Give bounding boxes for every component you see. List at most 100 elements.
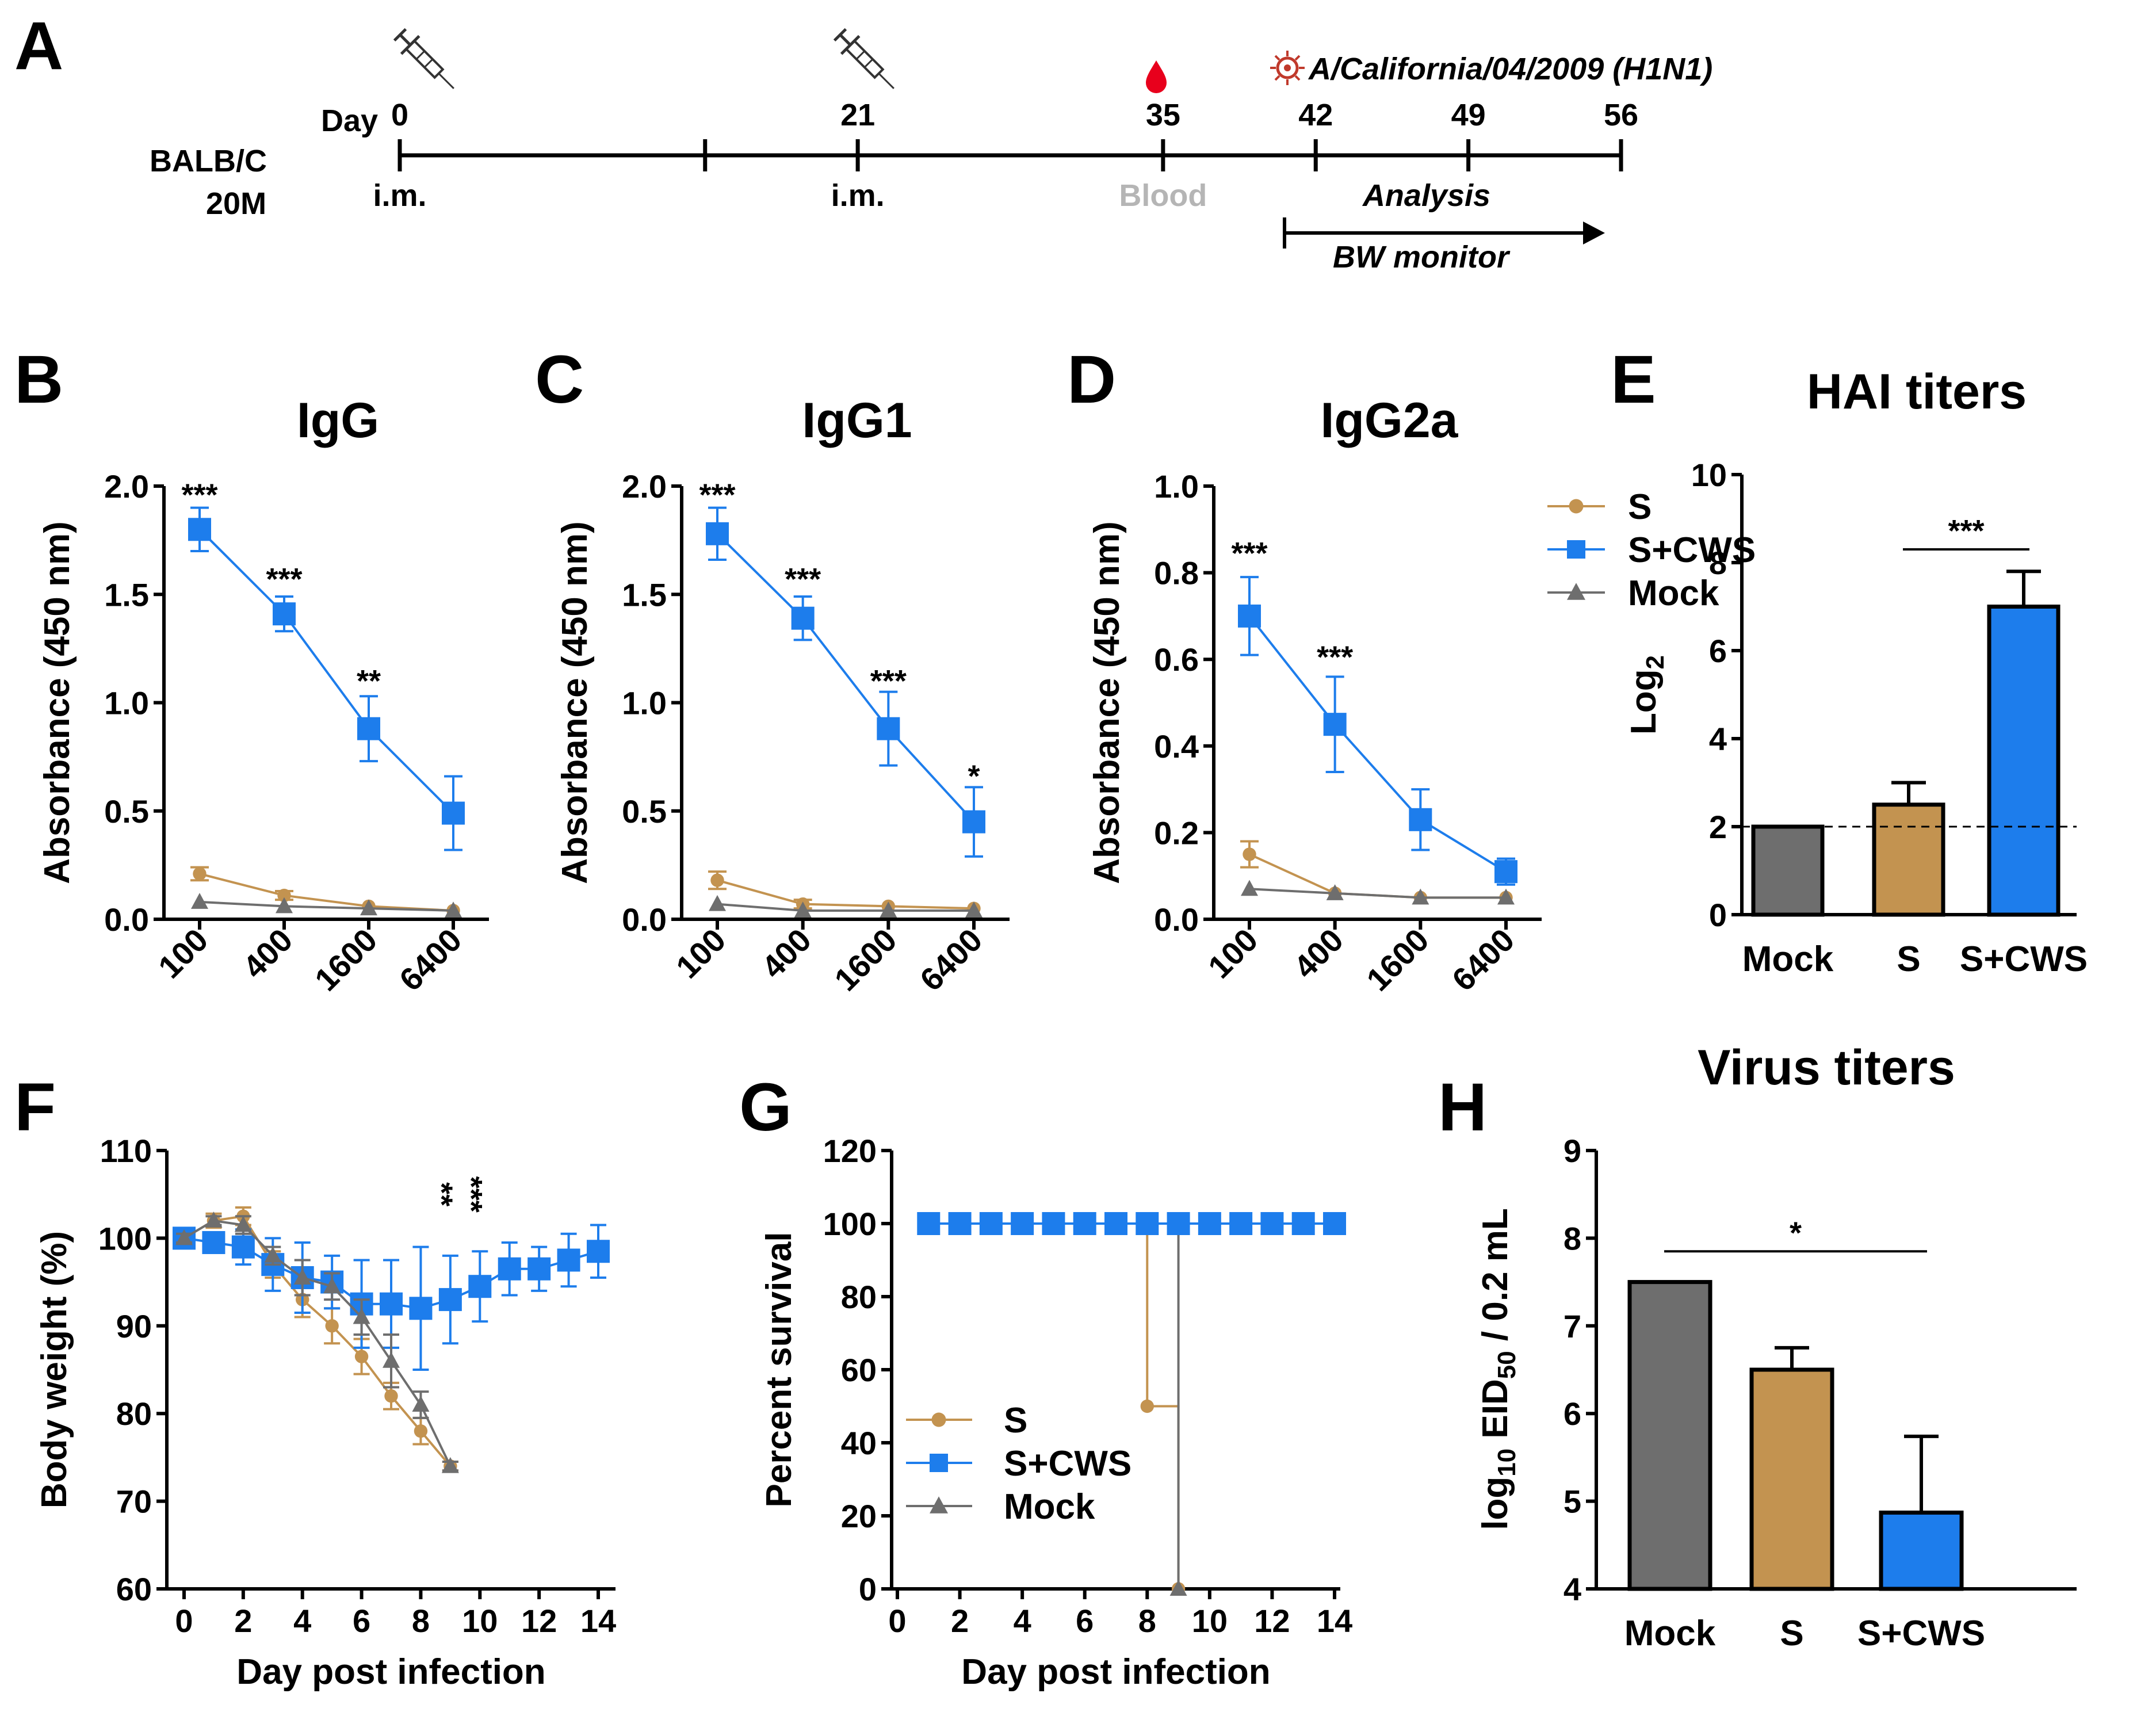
y-tick-label: 80 bbox=[841, 1279, 877, 1315]
y-tick-label: 0.0 bbox=[1154, 901, 1199, 938]
panel-title: IgG bbox=[297, 393, 379, 448]
data-point bbox=[1241, 880, 1258, 896]
x-tick-label: 0 bbox=[175, 1603, 193, 1639]
legend-label: Mock bbox=[1004, 1487, 1095, 1527]
data-point bbox=[965, 901, 983, 918]
y-tick-label: 0.4 bbox=[1154, 728, 1199, 765]
y-tick-label: 2.0 bbox=[104, 468, 149, 505]
y-tick-label: 10 bbox=[1691, 457, 1727, 493]
y-tick-label: 4 bbox=[1709, 721, 1727, 757]
monitor-label: BW monitor bbox=[1333, 240, 1511, 274]
timeline-event-label: Blood bbox=[1119, 178, 1207, 213]
data-point bbox=[323, 1277, 341, 1294]
x-tick-label: 14 bbox=[1317, 1603, 1352, 1639]
data-point bbox=[1229, 1212, 1253, 1235]
legend-label: S bbox=[1628, 487, 1652, 527]
series-line bbox=[198, 528, 454, 814]
x-tick-label: 6 bbox=[353, 1603, 370, 1639]
x-tick-label: 12 bbox=[521, 1603, 557, 1639]
x-category-label: Mock bbox=[1624, 1614, 1716, 1653]
x-tick-label: 1600 bbox=[827, 922, 904, 998]
day-label: Day bbox=[321, 104, 378, 138]
data-point bbox=[442, 801, 465, 825]
panel-letter: E bbox=[1611, 342, 1656, 418]
timeline-day-label: 0 bbox=[391, 98, 408, 132]
data-point bbox=[1323, 1212, 1346, 1235]
legend-marker bbox=[1567, 540, 1585, 559]
x-tick-label: 100 bbox=[151, 922, 215, 985]
y-tick-label: 2.0 bbox=[622, 468, 667, 505]
legend-label: Mock bbox=[1628, 574, 1719, 613]
x-category-label: S bbox=[1897, 939, 1920, 979]
panel-title: IgG1 bbox=[802, 393, 912, 448]
data-point bbox=[706, 522, 729, 545]
data-point bbox=[202, 1231, 225, 1255]
y-tick-label: 0 bbox=[859, 1571, 877, 1607]
x-axis-label: Day post infection bbox=[961, 1652, 1270, 1692]
blood-drop-icon bbox=[1146, 60, 1167, 93]
data-point bbox=[188, 518, 211, 541]
series-line bbox=[183, 1215, 452, 1467]
data-point bbox=[264, 1247, 282, 1263]
x-tick-label: 400 bbox=[755, 922, 819, 985]
y-tick-label: 6 bbox=[1709, 633, 1727, 669]
y-tick-label: 8 bbox=[1709, 545, 1727, 581]
timeline-day-label: 56 bbox=[1604, 98, 1638, 132]
y-axis-label: Percent survival bbox=[759, 1232, 799, 1507]
y-axis-label: log10 EID50 / 0.2 mL bbox=[1475, 1208, 1521, 1530]
x-tick-label: 4 bbox=[293, 1603, 311, 1639]
data-point bbox=[384, 1389, 398, 1403]
y-tick-label: 4 bbox=[1564, 1571, 1581, 1607]
bar bbox=[1751, 824, 1825, 917]
series-line bbox=[183, 1219, 452, 1467]
data-point bbox=[360, 899, 377, 916]
data-point bbox=[273, 602, 296, 626]
data-point bbox=[231, 1235, 255, 1259]
y-tick-label: 8 bbox=[1564, 1220, 1581, 1256]
data-point bbox=[1243, 847, 1256, 861]
y-tick-label: 2 bbox=[1709, 809, 1727, 845]
y-tick-label: 0.0 bbox=[104, 901, 149, 938]
y-tick-label: 110 bbox=[100, 1133, 152, 1169]
data-point bbox=[880, 901, 897, 918]
x-tick-label: 6400 bbox=[392, 922, 469, 998]
panel-letter: B bbox=[14, 342, 63, 418]
x-tick-label: 2 bbox=[234, 1603, 252, 1639]
data-point bbox=[1140, 1399, 1154, 1413]
data-point bbox=[1291, 1212, 1315, 1235]
y-tick-label: 1.5 bbox=[104, 576, 149, 613]
bar bbox=[1749, 1367, 1834, 1591]
data-point bbox=[498, 1257, 521, 1281]
data-point bbox=[438, 1288, 462, 1312]
panel-b-igg: B IgG 0.0 0.5 1.0 1.5 2.0 Absorbance (450 nm) 10… bbox=[14, 342, 489, 998]
data-point bbox=[1260, 1212, 1284, 1235]
data-point bbox=[979, 1212, 1003, 1235]
syringe-icon bbox=[393, 28, 454, 89]
data-point bbox=[1073, 1212, 1096, 1235]
significance-label: * bbox=[968, 759, 980, 794]
panel-letter-a: A bbox=[14, 8, 63, 84]
mouse-strain-label: BALB/C bbox=[150, 144, 267, 178]
series-line bbox=[1248, 615, 1507, 873]
bar bbox=[1987, 605, 2061, 917]
data-point bbox=[354, 1350, 369, 1363]
data-point bbox=[276, 897, 293, 914]
data-point bbox=[1198, 1212, 1221, 1235]
data-point bbox=[1011, 1212, 1034, 1235]
series-line bbox=[199, 900, 454, 912]
series-line bbox=[717, 879, 974, 910]
panel-c-igg1: C IgG1 0.0 0.5 1.0 1.5 2.0 Absorbance (450 nm) 1… bbox=[535, 342, 1010, 998]
significance-label: *** bbox=[1948, 514, 1984, 548]
significance-label: *** bbox=[699, 477, 735, 512]
data-point bbox=[1167, 1212, 1190, 1235]
x-tick-label: 100 bbox=[1201, 922, 1265, 985]
significance-label: ** bbox=[424, 1182, 458, 1206]
x-tick-label: 10 bbox=[1192, 1603, 1228, 1639]
panel-title: IgG2a bbox=[1321, 393, 1459, 448]
x-tick-label: 2 bbox=[951, 1603, 969, 1639]
panel-letter: F bbox=[14, 1069, 56, 1145]
data-point bbox=[557, 1248, 580, 1272]
significance-label: *** bbox=[1317, 640, 1353, 675]
y-axis-label: Absorbance (450 nm) bbox=[37, 521, 77, 884]
